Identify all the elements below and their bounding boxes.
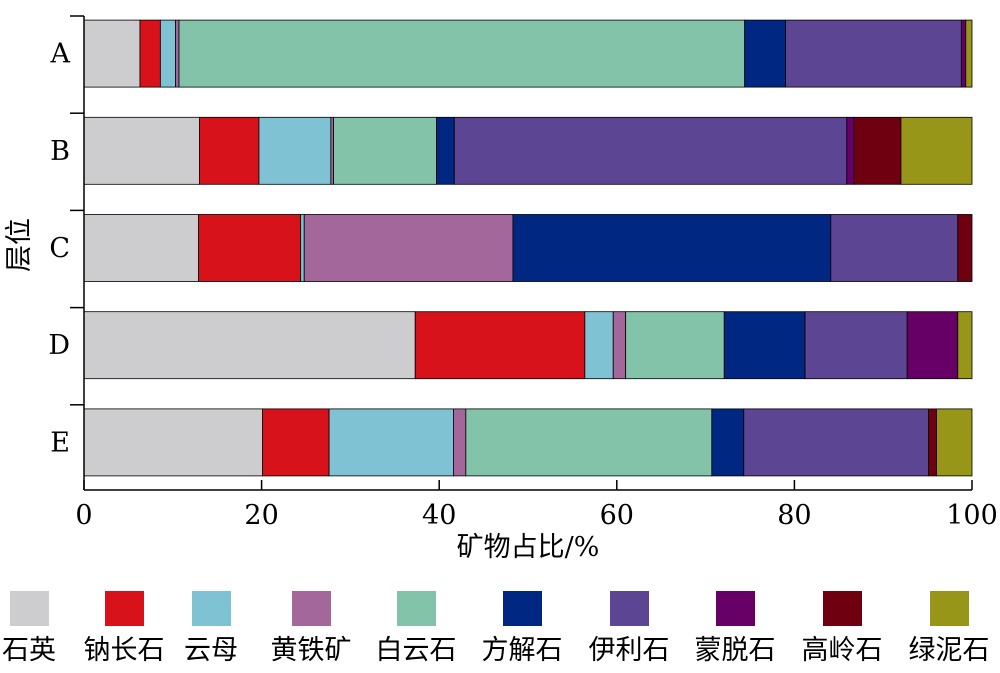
bar-segment-E-10: [936, 408, 973, 477]
legend: 石英 钠长石 云母 黄铁矿 白云石 方解石 伊利石 蒙脱石 高岭石 绿泥石: [0, 588, 1000, 673]
legend-item-7: 伊利石: [583, 588, 676, 673]
bar-segment-A-6: [744, 19, 786, 88]
bar-segment-C-1: [83, 214, 199, 282]
bar-segment-D-4: [612, 311, 627, 380]
bar-segment-A-8: [960, 19, 967, 88]
x-tick-label-100: 100: [946, 500, 998, 531]
bar-segment-D-8: [906, 311, 959, 380]
bar-segment-E-6: [711, 408, 745, 477]
bar-segment-D-2: [414, 311, 586, 380]
x-axis-label: 矿物占比/%: [457, 532, 600, 563]
legend-item-2: 钠长石: [78, 588, 171, 673]
legend-label: 白云石: [375, 635, 457, 666]
axes-layer: A B C D E 0 20 40 60 80 100: [48, 15, 998, 531]
bar-segment-C-6: [512, 214, 832, 282]
bar-segment-C-2: [198, 214, 302, 282]
legend-label: 方解石: [481, 635, 563, 666]
legend-label: 蒙脱石: [694, 635, 776, 666]
legend-item-8: 蒙脱石: [689, 588, 782, 673]
legend-swatch: [104, 591, 144, 626]
bar-segment-E-4: [453, 408, 467, 477]
bar-segment-B-7: [453, 116, 848, 185]
legend-swatch: [396, 591, 436, 626]
bar-segment-A-3: [159, 19, 176, 88]
y-tick-label-A: A: [50, 39, 71, 70]
bar-segment-E-1: [83, 408, 263, 477]
bar-segment-B-2: [199, 116, 260, 185]
legend-item-1: 石英: [0, 588, 61, 673]
bar-segment-C-3: [300, 214, 305, 282]
legend-swatch: [502, 591, 542, 626]
bar-segment-B-9: [853, 116, 902, 185]
legend-swatch: [191, 591, 231, 626]
legend-swatch: [9, 591, 49, 626]
bar-segment-E-2: [262, 408, 330, 477]
bar-segment-D-10: [957, 311, 973, 380]
bar-segment-E-5: [465, 408, 713, 477]
bar-segment-B-5: [333, 116, 437, 185]
legend-label: 高岭石: [801, 635, 883, 666]
bar-segment-D-1: [83, 311, 416, 380]
y-tick-label-C: C: [49, 233, 70, 264]
bar-segment-E-9: [928, 408, 937, 477]
legend-swatch: [929, 591, 969, 626]
bar-segment-E-3: [328, 408, 454, 477]
legend-label: 黄铁矿: [270, 635, 352, 666]
bar-segment-C-4: [303, 214, 514, 282]
x-tick-label-40: 40: [422, 500, 456, 531]
bar-segment-E-7: [743, 408, 929, 477]
legend-item-5: 白云石: [370, 588, 463, 673]
bar-segment-A-1: [83, 19, 141, 88]
x-tick-label-0: 0: [75, 500, 92, 531]
y-tick-label-E: E: [50, 427, 70, 458]
x-tick-label-20: 20: [244, 500, 278, 531]
bar-segment-D-5: [625, 311, 725, 380]
y-tick-label-D: D: [48, 330, 70, 361]
legend-item-10: 绿泥石: [903, 588, 996, 673]
legend-item-9: 高岭石: [796, 588, 889, 673]
legend-swatch: [715, 591, 755, 626]
legend-item-4: 黄铁矿: [265, 588, 358, 673]
legend-swatch: [822, 591, 862, 626]
bar-segment-A-4: [175, 19, 180, 88]
legend-label: 伊利石: [588, 635, 670, 666]
bar-segment-B-1: [83, 116, 200, 185]
bar-segment-B-6: [436, 116, 455, 185]
bar-segment-D-7: [804, 311, 908, 380]
y-axis-label: 层位: [4, 218, 35, 272]
legend-label: 云母: [184, 635, 238, 666]
bar-segment-B-10: [900, 116, 973, 185]
bar-segment-C-9: [957, 214, 973, 282]
bars-layer: [83, 19, 973, 477]
bar-segment-B-3: [258, 116, 332, 185]
bar-segment-A-10: [965, 19, 973, 88]
bar-segment-D-3: [584, 311, 614, 380]
bar-segment-A-7: [785, 19, 962, 88]
x-tick-label-60: 60: [600, 500, 634, 531]
legend-label: 石英: [2, 635, 56, 666]
bar-segment-A-5: [178, 19, 746, 88]
bar-segment-A-2: [139, 19, 161, 88]
bar-segment-D-6: [723, 311, 806, 380]
x-tick-label-80: 80: [777, 500, 811, 531]
legend-swatch: [291, 591, 331, 626]
y-tick-label-B: B: [50, 136, 70, 167]
chart-canvas: A B C D E 0 20 40 60 80 100 矿物占比/% 层位: [4, 15, 998, 563]
legend-swatch: [609, 591, 649, 626]
legend-label: 绿泥石: [908, 635, 990, 666]
legend-item-3: 云母: [179, 588, 243, 673]
legend-item-6: 方解石: [476, 588, 569, 673]
legend-label: 钠长石: [83, 635, 165, 666]
bar-segment-C-7: [830, 214, 959, 282]
bar-segment-B-8: [846, 116, 855, 185]
